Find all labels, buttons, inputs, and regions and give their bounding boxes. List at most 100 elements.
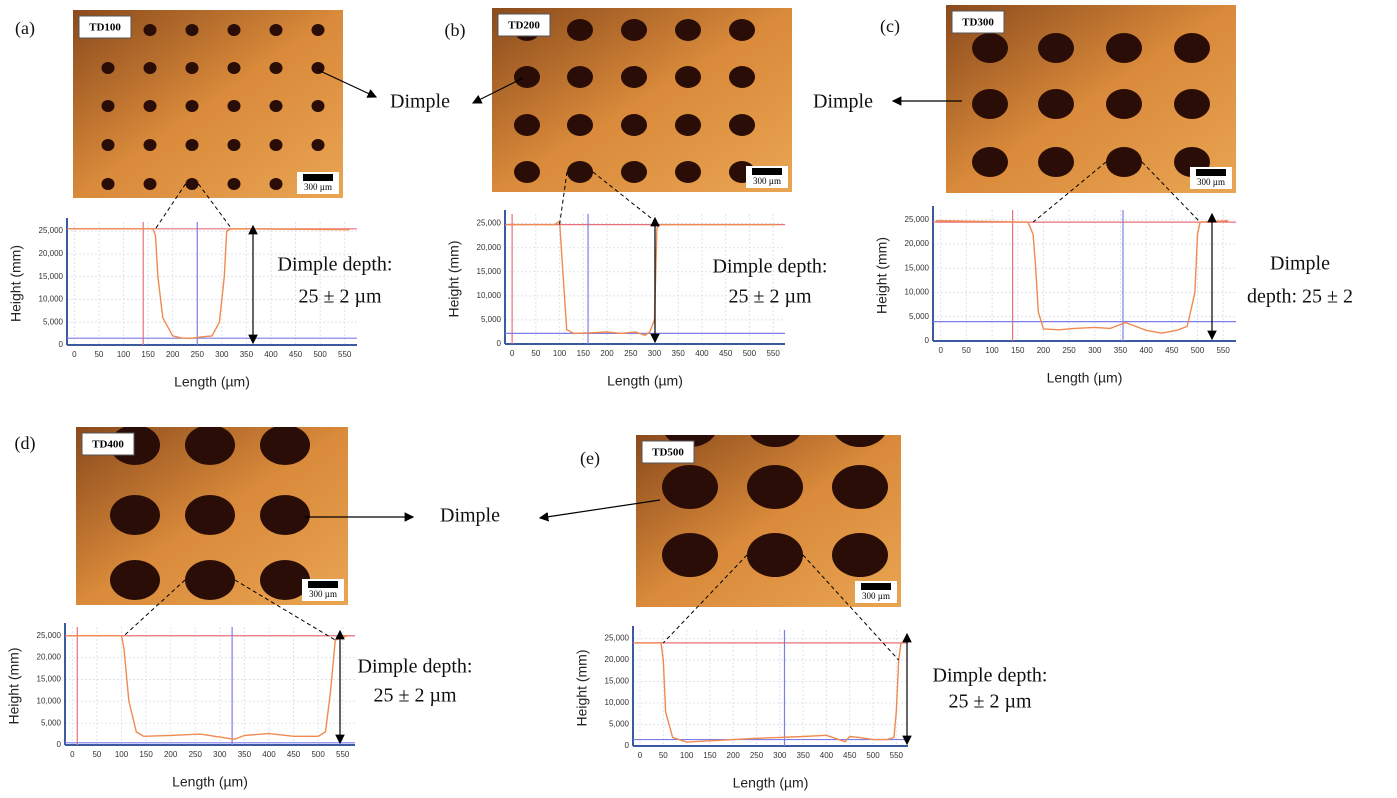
dimple-hole	[102, 62, 115, 74]
x-tick-label: 400	[820, 751, 834, 760]
dimple-hole	[102, 178, 115, 190]
dimple-hole	[312, 139, 325, 151]
y-axis-label: Height (mm)	[874, 237, 890, 314]
x-tick-label: 150	[141, 350, 155, 359]
y-tick-label: 20,000	[477, 243, 502, 252]
dimple-hole	[144, 24, 157, 36]
scale-bar	[303, 174, 333, 181]
y-tick-label: 20,000	[37, 653, 62, 662]
x-tick-label: 450	[287, 750, 301, 759]
dimple-hole	[144, 100, 157, 112]
dimple-label: Dimple	[390, 91, 450, 113]
dimple-hole	[675, 66, 701, 88]
dimple-hole	[832, 533, 888, 577]
x-tick-label: 550	[890, 751, 904, 760]
x-tick-label: 300	[648, 349, 662, 358]
y-tick-label: 0	[925, 336, 930, 345]
y-tick-label: 25,000	[605, 634, 630, 643]
depth-annotation: Dimple depth:	[933, 665, 1048, 687]
panel-label: (e)	[580, 448, 600, 469]
image-label: TD200	[508, 20, 540, 32]
x-tick-label: 250	[191, 350, 205, 359]
y-axis-label: Height (mm)	[574, 649, 590, 726]
y-axis-label: Height (mm)	[446, 240, 462, 317]
y-tick-label: 15,000	[477, 267, 502, 276]
dimple-hole	[185, 425, 235, 465]
dimple-hole	[185, 495, 235, 535]
x-tick-label: 550	[336, 750, 350, 759]
panel-label: (d)	[15, 433, 36, 454]
dimple-hole	[228, 178, 241, 190]
x-tick-label: 50	[659, 751, 668, 760]
x-tick-label: 200	[600, 349, 614, 358]
dimple-hole	[186, 62, 199, 74]
y-tick-label: 0	[625, 741, 630, 750]
dimple-hole	[270, 100, 283, 112]
y-axis-label: Height (mm)	[6, 647, 22, 724]
dimple-hole	[729, 19, 755, 41]
image-label: TD500	[652, 447, 684, 459]
scale-bar-label: 300 µm	[309, 589, 337, 599]
x-tick-label: 150	[139, 750, 153, 759]
x-tick-label: 0	[938, 346, 943, 355]
dimple-hole	[228, 100, 241, 112]
scale-bar-label: 300 µm	[304, 182, 332, 192]
x-tick-label: 300	[215, 350, 229, 359]
panel-label: (a)	[15, 18, 35, 39]
dimple-hole	[567, 114, 593, 136]
dimple-hole	[832, 403, 888, 447]
dimple-hole	[312, 24, 325, 36]
profile-line	[68, 636, 348, 740]
y-tick-label: 5,000	[909, 312, 930, 321]
y-tick-label: 0	[497, 339, 502, 348]
y-tick-label: 25,000	[905, 215, 930, 224]
dimple-hole	[312, 100, 325, 112]
dimple-hole	[270, 62, 283, 74]
y-tick-label: 15,000	[605, 677, 630, 686]
dimple-hole	[832, 465, 888, 509]
figure: TD100300 µm(a)05010015020025030035040045…	[0, 0, 1397, 798]
depth-annotation: Dimple depth:	[713, 256, 828, 278]
x-tick-label: 500	[1191, 346, 1205, 355]
x-tick-label: 450	[289, 350, 303, 359]
scale-bar	[861, 583, 891, 590]
x-tick-label: 300	[773, 751, 787, 760]
x-tick-label: 350	[1114, 346, 1128, 355]
y-tick-label: 5,000	[41, 718, 62, 727]
dimple-hole	[270, 139, 283, 151]
scale-bar-label: 300 µm	[1197, 177, 1225, 187]
dimple-hole	[186, 178, 199, 190]
scale-bar-label: 300 µm	[753, 176, 781, 186]
x-tick-label: 350	[238, 750, 252, 759]
dimple-hole	[972, 147, 1008, 177]
x-tick-label: 400	[262, 750, 276, 759]
y-tick-label: 5,000	[609, 720, 630, 729]
x-tick-label: 400	[695, 349, 709, 358]
dimple-hole	[729, 66, 755, 88]
scale-bar	[308, 581, 338, 588]
dimple-hole	[747, 403, 803, 447]
dimple-hole	[1174, 89, 1210, 119]
dimple-hole	[621, 161, 647, 183]
depth-annotation: depth: 25 ± 2	[1247, 286, 1353, 308]
scale-bar	[1196, 169, 1226, 176]
x-tick-label: 250	[750, 751, 764, 760]
x-tick-label: 550	[1216, 346, 1230, 355]
dimple-hole	[228, 62, 241, 74]
depth-annotation: 25 ± 2 µm	[728, 286, 812, 308]
dimple-hole	[514, 66, 540, 88]
dimple-hole	[621, 19, 647, 41]
x-tick-label: 550	[338, 350, 352, 359]
x-tick-label: 100	[115, 750, 129, 759]
y-axis-label: Height (mm)	[8, 245, 24, 322]
dimple-hole	[1106, 33, 1142, 63]
dimple-hole	[186, 24, 199, 36]
x-tick-label: 500	[313, 350, 327, 359]
x-tick-label: 200	[164, 750, 178, 759]
dimple-hole	[144, 62, 157, 74]
x-tick-label: 200	[727, 751, 741, 760]
dimple-hole	[1174, 33, 1210, 63]
dimple-hole	[675, 161, 701, 183]
x-tick-label: 400	[264, 350, 278, 359]
dimple-hole	[260, 495, 310, 535]
